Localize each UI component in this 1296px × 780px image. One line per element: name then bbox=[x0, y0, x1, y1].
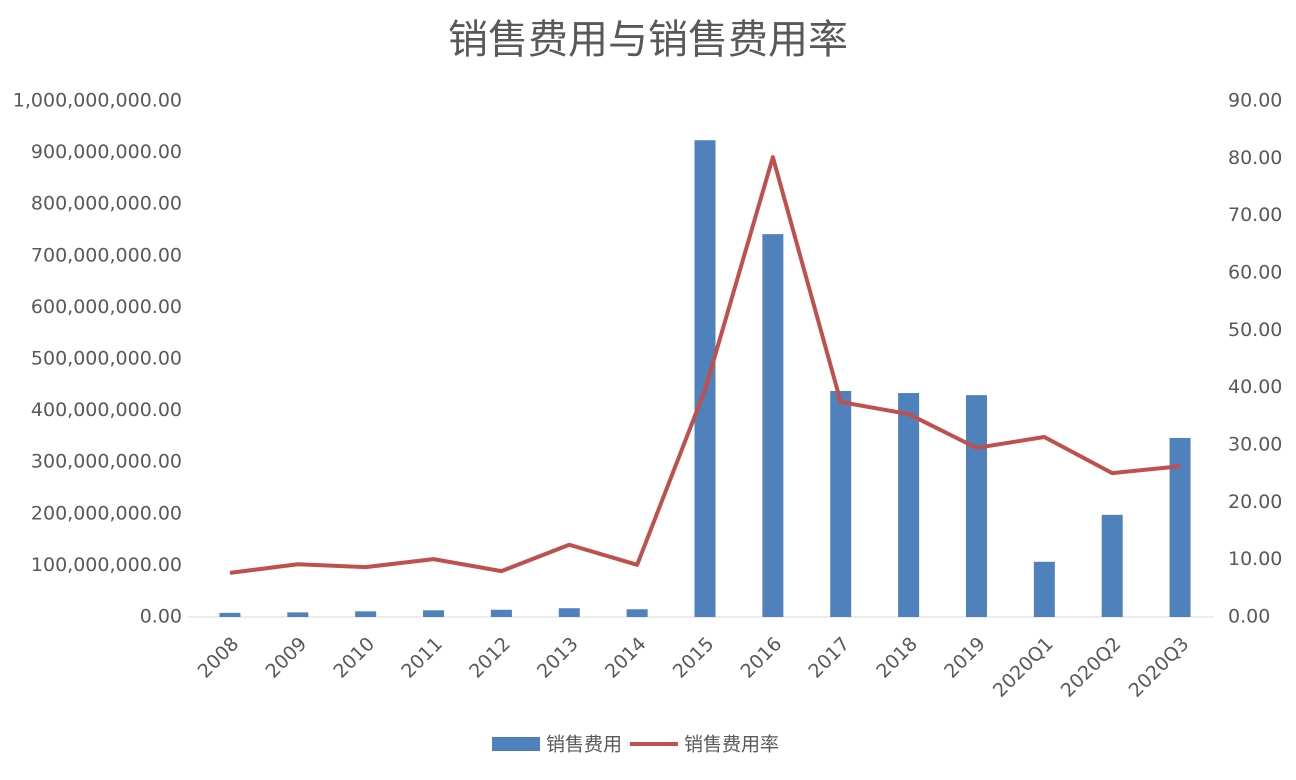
x-tick-label: 2009 bbox=[261, 633, 311, 683]
y-tick-label: 300,000,000.00 bbox=[31, 451, 182, 473]
legend-label: 销售费用率 bbox=[684, 734, 779, 756]
bar bbox=[830, 390, 852, 617]
bar bbox=[965, 395, 987, 617]
x-tick-label: 2020Q2 bbox=[1057, 633, 1126, 702]
bar bbox=[1033, 561, 1055, 617]
y-tick-label: 1,000,000,000.00 bbox=[13, 90, 182, 112]
x-tick-label: 2017 bbox=[804, 633, 854, 683]
y2-tick-label: 50.00 bbox=[1228, 319, 1282, 341]
bar bbox=[287, 612, 309, 617]
x-tick-label: 2013 bbox=[533, 633, 583, 683]
y-tick-label: 200,000,000.00 bbox=[31, 502, 182, 524]
y2-tick-label: 70.00 bbox=[1228, 204, 1282, 226]
legend-label: 销售费用 bbox=[546, 734, 622, 756]
y2-tick-label: 90.00 bbox=[1228, 90, 1282, 112]
y-tick-label: 100,000,000.00 bbox=[31, 554, 182, 576]
bar bbox=[558, 608, 580, 617]
y-tick-label: 700,000,000.00 bbox=[31, 244, 182, 266]
x-tick-label: 2012 bbox=[465, 633, 515, 683]
x-tick-label: 2014 bbox=[601, 633, 651, 683]
chart-title: 销售费用与销售费用率 bbox=[448, 17, 848, 63]
x-tick-label: 2018 bbox=[872, 633, 922, 683]
y-tick-label: 0.00 bbox=[140, 606, 182, 628]
legend-swatch bbox=[492, 737, 540, 751]
x-tick-label: 2011 bbox=[397, 633, 447, 683]
y2-tick-label: 40.00 bbox=[1228, 376, 1282, 398]
line bbox=[229, 155, 1181, 575]
x-tick-label: 2016 bbox=[737, 633, 787, 683]
bar bbox=[1101, 514, 1123, 617]
y2-tick-label: 20.00 bbox=[1228, 491, 1282, 513]
x-tick-label: 2010 bbox=[329, 633, 379, 683]
x-tick-label: 2008 bbox=[194, 633, 244, 683]
bar bbox=[898, 393, 920, 617]
y-tick-label: 500,000,000.00 bbox=[31, 348, 182, 370]
bar bbox=[355, 611, 377, 617]
x-tick-label: 2020Q3 bbox=[1125, 633, 1194, 702]
y-tick-label: 800,000,000.00 bbox=[31, 193, 182, 215]
y2-tick-label: 10.00 bbox=[1228, 548, 1282, 570]
bar bbox=[423, 610, 445, 617]
bar bbox=[762, 234, 784, 618]
y2-tick-label: 30.00 bbox=[1228, 434, 1282, 456]
x-tick-label: 2020Q1 bbox=[989, 633, 1058, 702]
bar bbox=[694, 140, 716, 617]
y2-tick-label: 60.00 bbox=[1228, 262, 1282, 284]
y-tick-label: 400,000,000.00 bbox=[31, 399, 182, 421]
bar bbox=[1169, 437, 1191, 617]
x-tick-label: 2019 bbox=[940, 633, 990, 683]
x-tick-label: 2015 bbox=[669, 633, 719, 683]
y2-tick-label: 80.00 bbox=[1228, 147, 1282, 169]
y-tick-label: 600,000,000.00 bbox=[31, 296, 182, 318]
bar bbox=[219, 612, 241, 617]
y-tick-label: 900,000,000.00 bbox=[31, 141, 182, 163]
y2-tick-label: 0.00 bbox=[1228, 606, 1270, 628]
bar bbox=[626, 609, 648, 617]
bar bbox=[490, 609, 512, 617]
